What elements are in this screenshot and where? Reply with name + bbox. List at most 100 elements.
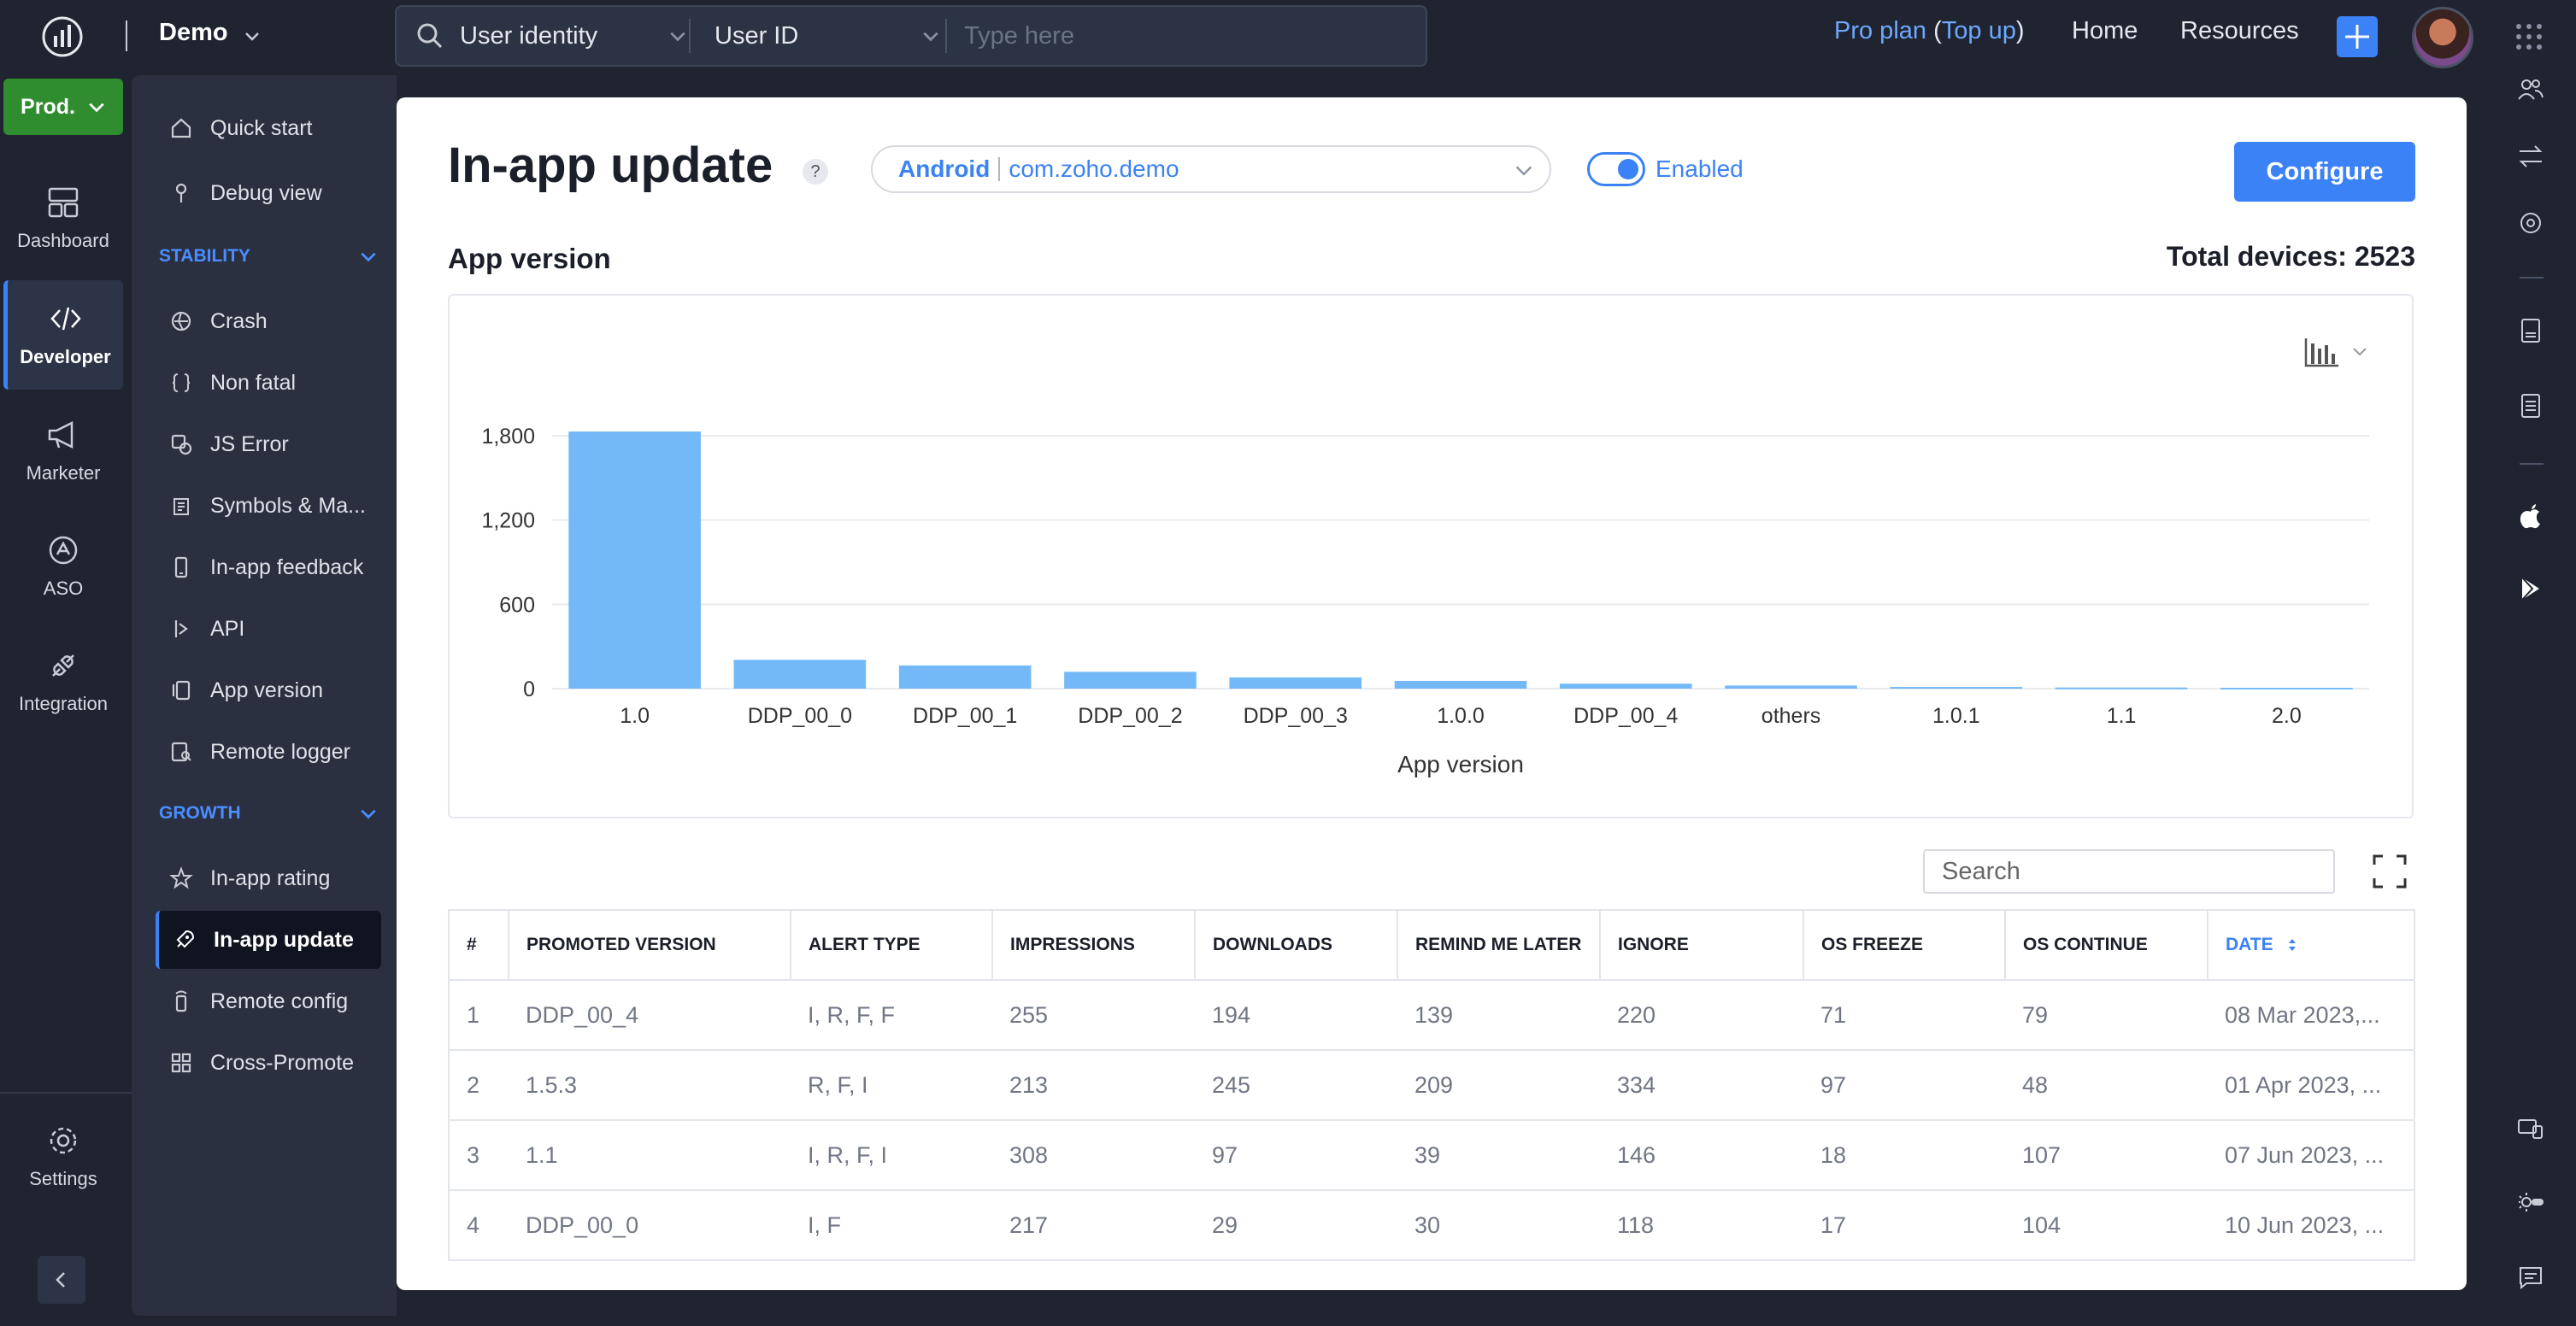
swap-icon[interactable] <box>2516 142 2545 171</box>
search-input[interactable] <box>964 21 1426 50</box>
table-cell: 194 <box>1195 980 1397 1051</box>
column-header[interactable]: DOWNLOADS <box>1194 909 1398 981</box>
chart-type-select-icon[interactable] <box>2303 335 2371 369</box>
sidebar-item-quick-start[interactable]: Quick start <box>156 99 381 157</box>
document-icon[interactable] <box>2516 316 2545 345</box>
table-cell: 97 <box>1803 1050 2005 1121</box>
bar[interactable] <box>733 660 867 689</box>
project-name[interactable]: Demo <box>159 19 228 46</box>
sidebar-item-remote-logger[interactable]: Remote logger <box>156 723 381 781</box>
environment-select[interactable]: Prod. <box>3 79 123 135</box>
theme-toggle-icon[interactable] <box>2516 1188 2545 1217</box>
search-type-select[interactable]: User identity <box>415 7 685 65</box>
divider <box>0 1092 132 1094</box>
puzzle-icon[interactable] <box>2516 208 2545 238</box>
sidebar-item-symbols[interactable]: Symbols & Ma... <box>156 477 381 535</box>
configure-button[interactable]: Configure <box>2234 142 2415 202</box>
x-tick-label: DDP_00_2 <box>1078 704 1182 728</box>
column-header[interactable]: IMPRESSIONS <box>991 909 1196 981</box>
rail-item-dashboard[interactable]: Dashboard <box>3 164 123 273</box>
column-header[interactable]: REMIND ME LATER <box>1397 909 1601 981</box>
sidebar-item-in-app-update[interactable]: In-app update <box>156 911 381 969</box>
play-store-icon[interactable] <box>2516 574 2545 603</box>
table-cell: DDP_00_4 <box>509 980 791 1051</box>
section-growth[interactable]: GROWTH <box>159 803 378 824</box>
braces-icon <box>172 373 191 392</box>
collapse-sidebar-button[interactable] <box>38 1256 85 1304</box>
sidebar-item-debug-view[interactable]: Debug view <box>156 164 381 222</box>
bar[interactable] <box>2220 688 2353 690</box>
rail-item-label: Integration <box>19 693 108 714</box>
devices-icon[interactable] <box>2516 1114 2545 1143</box>
sidebar-item-remote-config[interactable]: Remote config <box>156 972 381 1030</box>
sidebar-item-in-app-rating[interactable]: In-app rating <box>156 849 381 907</box>
sidebar-item-non-fatal[interactable]: Non fatal <box>156 354 381 412</box>
avatar[interactable] <box>2412 7 2473 68</box>
table-cell: 30 <box>1397 1190 1600 1261</box>
bar[interactable] <box>1559 684 1692 689</box>
bar[interactable] <box>2055 687 2188 689</box>
chevron-down-icon[interactable] <box>244 27 261 44</box>
table-row[interactable]: 1 DDP_00_4 I, R, F, F 255 194 139 220 71 79 08 Ma… <box>448 980 2415 1051</box>
resources-link[interactable]: Resources <box>2180 17 2299 44</box>
list-icon[interactable] <box>2516 391 2545 420</box>
column-header[interactable]: IGNORE <box>1599 909 1804 981</box>
rail-item-marketer[interactable]: Marketer <box>3 396 123 506</box>
plus-icon <box>2345 25 2369 49</box>
platform-label: Android <box>898 155 991 182</box>
column-header[interactable]: PROMOTED VERSION <box>508 909 791 981</box>
users-icon[interactable] <box>2516 75 2545 104</box>
app-logo-icon[interactable] <box>41 15 84 58</box>
remote-config-icon <box>175 990 187 1012</box>
rail-item-developer[interactable]: Developer <box>3 280 123 390</box>
table-row[interactable]: 3 1.1 I, R, F, I 308 97 39 146 18 107 07 Jun 2023… <box>448 1120 2415 1191</box>
sidebar-item-cross-promote[interactable]: Cross-Promote <box>156 1034 381 1092</box>
package-label: com.zoho.demo <box>1009 155 1179 182</box>
apple-icon[interactable] <box>2516 502 2545 531</box>
chat-icon[interactable] <box>2516 1263 2545 1292</box>
sidebar-item-app-version[interactable]: App version <box>156 661 381 719</box>
table-cell: 139 <box>1397 980 1600 1051</box>
table-search-input[interactable] <box>1923 849 2335 894</box>
rail-item-integration[interactable]: Integration <box>3 627 123 736</box>
rail-item-settings[interactable]: Settings <box>3 1102 123 1212</box>
x-tick-label: 1.0.0 <box>1437 704 1485 728</box>
enabled-toggle[interactable] <box>1587 152 1645 186</box>
bar[interactable] <box>568 431 701 689</box>
help-icon[interactable]: ? <box>803 159 828 185</box>
sidebar-item-label: App version <box>210 678 324 702</box>
bar[interactable] <box>1394 680 1527 689</box>
bar[interactable] <box>1890 687 2023 689</box>
table-row[interactable]: 2 1.5.3 R, F, I 213 245 209 334 97 48 01 Apr 2023… <box>448 1050 2415 1121</box>
sidebar-item-api[interactable]: API <box>156 600 381 658</box>
table-cell: 104 <box>2005 1190 2208 1261</box>
bar[interactable] <box>1064 672 1197 689</box>
bar[interactable] <box>898 665 1032 689</box>
sort-icon[interactable] <box>2285 936 2299 954</box>
column-header[interactable]: ALERT TYPE <box>790 909 993 981</box>
column-header[interactable]: OS CONTINUE <box>2004 909 2208 981</box>
platform-app-select[interactable]: Android com.zoho.demo <box>871 145 1551 193</box>
add-button[interactable] <box>2337 16 2378 57</box>
section-stability[interactable]: STABILITY <box>159 246 378 267</box>
sidebar-item-in-app-feedback[interactable]: In-app feedback <box>156 538 381 596</box>
column-header[interactable]: DATE <box>2207 909 2415 981</box>
table-row[interactable]: 4 DDP_00_0 I, F 217 29 30 118 17 104 10 Jun 2023,… <box>448 1190 2415 1261</box>
top-bar: Demo User identity User ID Pro plan (Top… <box>0 0 2576 75</box>
chevron-down-icon <box>89 103 104 113</box>
column-header[interactable]: OS FREEZE <box>1803 909 2006 981</box>
sidebar-item-js-error[interactable]: JS Error <box>156 415 381 473</box>
rail-item-aso[interactable]: ASO <box>3 512 123 621</box>
column-header[interactable]: # <box>448 909 509 981</box>
topup-link[interactable]: Top up <box>1941 17 2016 44</box>
apps-grid-icon[interactable] <box>2514 22 2544 51</box>
sidebar-item-crash[interactable]: Crash <box>156 292 381 350</box>
bar[interactable] <box>1725 685 1857 689</box>
bar[interactable] <box>1229 677 1362 689</box>
gear-icon <box>50 1127 77 1154</box>
x-axis-label: App version <box>1397 751 1524 777</box>
search-field-select[interactable]: User ID <box>715 7 938 65</box>
column-header-label: IMPRESSIONS <box>1010 935 1135 954</box>
home-link[interactable]: Home <box>2072 17 2138 44</box>
fullscreen-icon[interactable] <box>2371 853 2408 890</box>
